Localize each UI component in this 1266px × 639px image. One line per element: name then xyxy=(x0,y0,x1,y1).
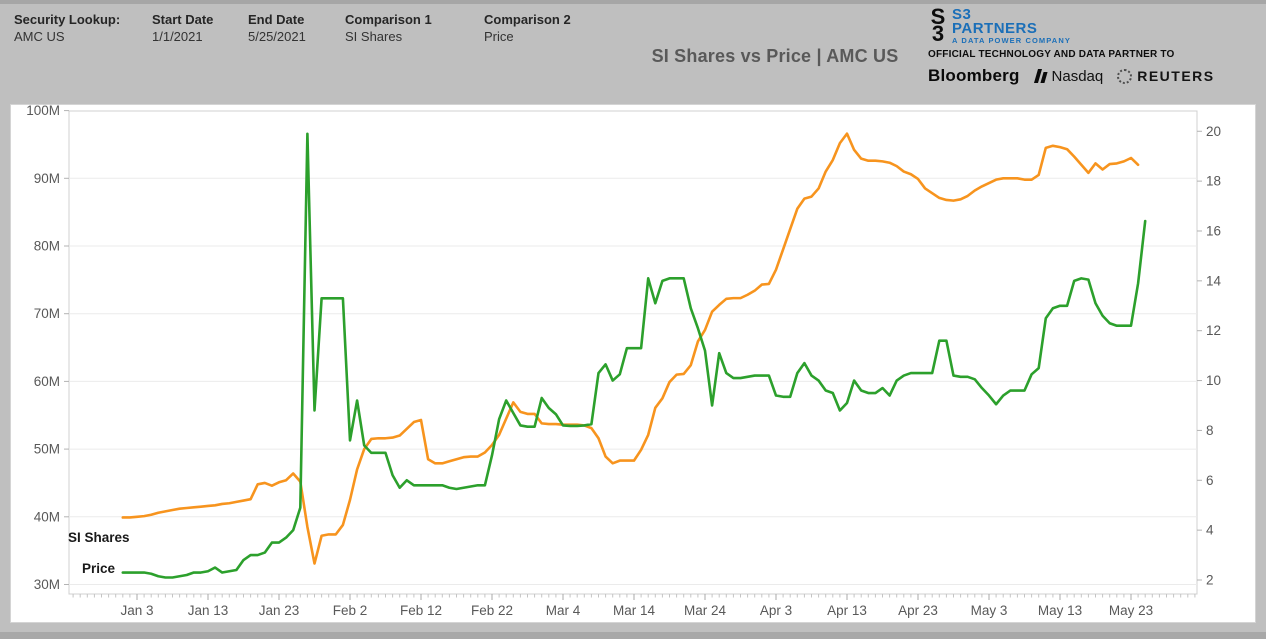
s3-tagline: A DATA POWER COMPANY xyxy=(952,36,1071,45)
comparison-1-value[interactable]: SI Shares xyxy=(345,29,403,44)
field-comparison-1: Comparison 1 SI Shares xyxy=(345,12,432,45)
start-date-label: Start Date xyxy=(152,12,214,27)
top-edge-divider xyxy=(0,0,1266,4)
security-lookup-value[interactable]: AMC US xyxy=(14,29,65,44)
y-axis-left-tick-label: 40M xyxy=(34,509,60,524)
s3-name-line2: PARTNERS xyxy=(952,20,1038,37)
chart-canvas[interactable]: 100M 90M 80M 70M 60M 50M 40M 30M 20 18 16 14 12 10 8 6 4… xyxy=(11,105,1255,622)
y-axis-left-tick-label: 50M xyxy=(34,442,60,457)
comparison-1-label: Comparison 1 xyxy=(345,12,432,27)
y-axis-right-tick-label: 10 xyxy=(1206,373,1221,388)
y-axis-left-tick-label: 100M xyxy=(26,105,60,118)
page-title: SI Shares vs Price | AMC US xyxy=(651,46,899,66)
y-axis-right-tick-label: 14 xyxy=(1206,273,1222,288)
y-axis-left-labels: 100M 90M 80M 70M 60M 50M 40M 30M xyxy=(26,105,60,592)
y-axis-left-tick-label: 90M xyxy=(34,171,60,186)
y-axis-right-tick-label: 8 xyxy=(1206,423,1214,438)
reuters-logo: REUTERS xyxy=(1117,68,1214,84)
s3-logo-text: S3 PARTNERS A DATA POWER COMPANY xyxy=(952,6,1071,46)
y-axis-right-tick-label: 2 xyxy=(1206,573,1214,588)
nasdaq-logo: Nasdaq xyxy=(1033,67,1104,85)
x-axis-tick-label: Mar 14 xyxy=(613,603,656,618)
y-axis-left-tick-label: 70M xyxy=(34,306,60,321)
s3-glyph-s: S xyxy=(930,4,946,29)
field-comparison-2: Comparison 2 Price xyxy=(484,12,571,45)
plot-area-border xyxy=(68,110,1198,595)
x-axis-tick-label: Jan 3 xyxy=(120,603,153,618)
chart-panel: 100M 90M 80M 70M 60M 50M 40M 30M 20 18 16 14 12 10 8 6 4… xyxy=(10,104,1256,623)
y-axis-right-tick-label: 16 xyxy=(1206,223,1221,238)
x-axis-tick-label: May 3 xyxy=(971,603,1008,618)
x-axis-tick-label: Feb 2 xyxy=(333,603,368,618)
y-axis-right-tick-label: 6 xyxy=(1206,473,1214,488)
reuters-icon xyxy=(1117,68,1133,84)
s3-partners-logo: S 3 S3 PARTNERS A DATA POWER COMPANY xyxy=(928,6,1258,47)
y-axis-right-tick-label: 12 xyxy=(1206,323,1221,338)
price-series-label: Price xyxy=(82,561,116,576)
x-axis-tick-label: Mar 24 xyxy=(684,603,727,618)
field-end-date: End Date 5/25/2021 xyxy=(248,12,306,45)
field-security-lookup: Security Lookup: AMC US xyxy=(14,12,120,45)
x-axis-tick-label: Apr 13 xyxy=(827,603,867,618)
bloomberg-logo: Bloomberg xyxy=(928,66,1020,85)
s3-name-line1: S3 xyxy=(952,6,972,23)
x-axis-tick-label: May 13 xyxy=(1038,603,1082,618)
y-axis-right-tick-label: 20 xyxy=(1206,124,1221,139)
branding-block: S 3 S3 PARTNERS A DATA POWER COMPANY OFF… xyxy=(928,6,1258,86)
reuters-logo-text: REUTERS xyxy=(1137,68,1215,84)
end-date-label: End Date xyxy=(248,12,305,27)
comparison-2-label: Comparison 2 xyxy=(484,12,571,27)
x-axis-tick-label: Feb 12 xyxy=(400,603,442,618)
start-date-value[interactable]: 1/1/2021 xyxy=(152,29,203,44)
y-axis-left-tick-label: 30M xyxy=(34,577,60,592)
nasdaq-logo-text: Nasdaq xyxy=(1051,67,1104,85)
end-date-value[interactable]: 5/25/2021 xyxy=(248,29,306,44)
x-axis-tick-label: May 23 xyxy=(1109,603,1153,618)
s3-logo-icon: S 3 xyxy=(928,6,948,47)
partner-logos-row: Bloomberg Nasdaq REUTERS xyxy=(928,66,1258,86)
y-axis-right-tick-label: 4 xyxy=(1206,523,1214,538)
gridlines xyxy=(64,110,1197,585)
nasdaq-icon xyxy=(1033,68,1049,84)
x-axis-tick-label: Jan 13 xyxy=(188,603,229,618)
price-line[interactable] xyxy=(121,132,1147,579)
y-axis-left-tick-label: 80M xyxy=(34,239,60,254)
s3-glyph-3: 3 xyxy=(931,21,945,47)
x-axis: Jan 3 Jan 13 Jan 23 Feb 2 Feb 12 Feb 22 Mar 4 M… xyxy=(72,594,1196,618)
x-axis-tick-label: Apr 3 xyxy=(760,603,792,618)
partner-line-text: OFFICIAL TECHNOLOGY AND DATA PARTNER TO xyxy=(928,49,1175,60)
x-axis-tick-label: Jan 23 xyxy=(259,603,300,618)
x-axis-tick-label: Apr 23 xyxy=(898,603,938,618)
y-axis-left-tick-label: 60M xyxy=(34,374,60,389)
y-axis-right-tick-label: 18 xyxy=(1206,174,1221,189)
x-axis-tick-label: Feb 22 xyxy=(471,603,513,618)
si-shares-series-label: SI Shares xyxy=(68,530,130,545)
bottom-edge-divider xyxy=(0,632,1266,639)
si-shares-line[interactable] xyxy=(121,132,1140,565)
x-axis-tick-label: Mar 4 xyxy=(546,603,581,618)
y-axis-right-labels: 20 18 16 14 12 10 8 6 4 2 xyxy=(1197,124,1222,588)
comparison-2-value[interactable]: Price xyxy=(484,29,514,44)
field-start-date: Start Date 1/1/2021 xyxy=(152,12,213,45)
security-lookup-label: Security Lookup: xyxy=(14,12,121,27)
